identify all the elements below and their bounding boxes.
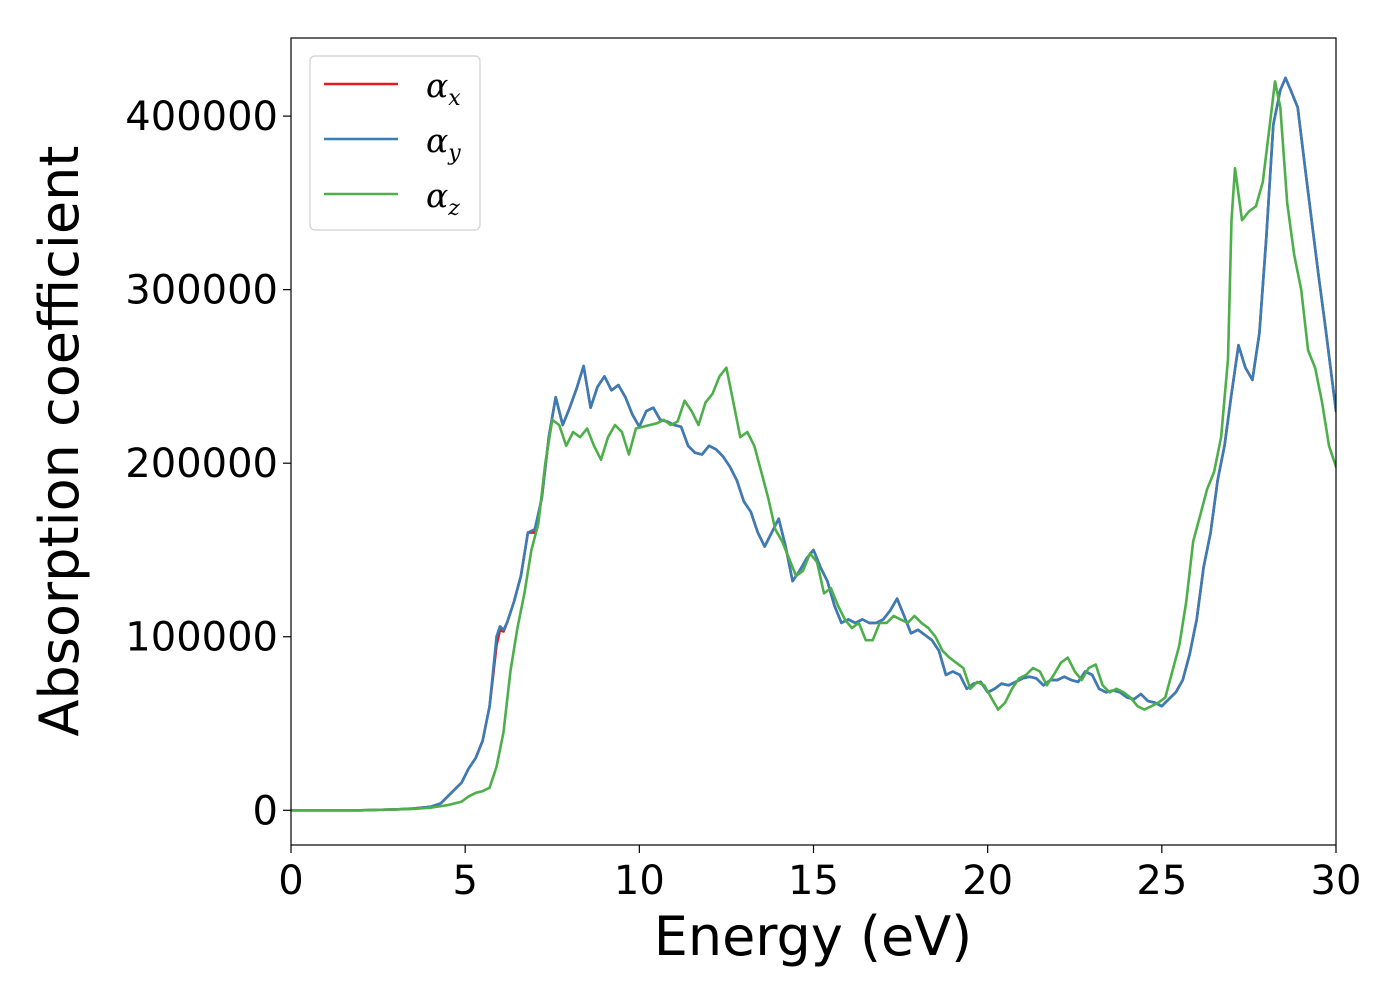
axis-layer: 0 5 10 15 20 25 30 0 100000 200000 300000 400000 — [125, 94, 1361, 904]
x-tick-label: 15 — [788, 858, 839, 904]
legend-box — [309, 55, 481, 231]
x-tick-label: 0 — [278, 858, 303, 904]
legend-label-x: αx — [426, 66, 461, 111]
y-tick-label: 400000 — [125, 94, 278, 140]
y-tick-label: 200000 — [125, 441, 278, 487]
x-tick-label: 10 — [614, 858, 665, 904]
x-tick-label: 5 — [452, 858, 477, 904]
x-tick-label: 30 — [1311, 858, 1362, 904]
y-axis-label: Absorption coefficient — [28, 146, 91, 737]
y-tick-label: 300000 — [125, 268, 278, 314]
y-tick-label: 100000 — [125, 615, 278, 661]
y-tick-label: 0 — [253, 788, 278, 834]
series-line-z — [291, 80, 1336, 812]
legend-label-y: αy — [426, 121, 461, 166]
x-tick-label: 25 — [1136, 858, 1187, 904]
legend-label-z: αz — [426, 176, 460, 221]
x-tick-label: 20 — [962, 858, 1013, 904]
series-line-y — [291, 76, 1336, 812]
legend: αx αy αz — [309, 55, 481, 231]
plot-layer — [291, 76, 1336, 812]
x-axis-label: Energy (eV) — [654, 905, 973, 968]
